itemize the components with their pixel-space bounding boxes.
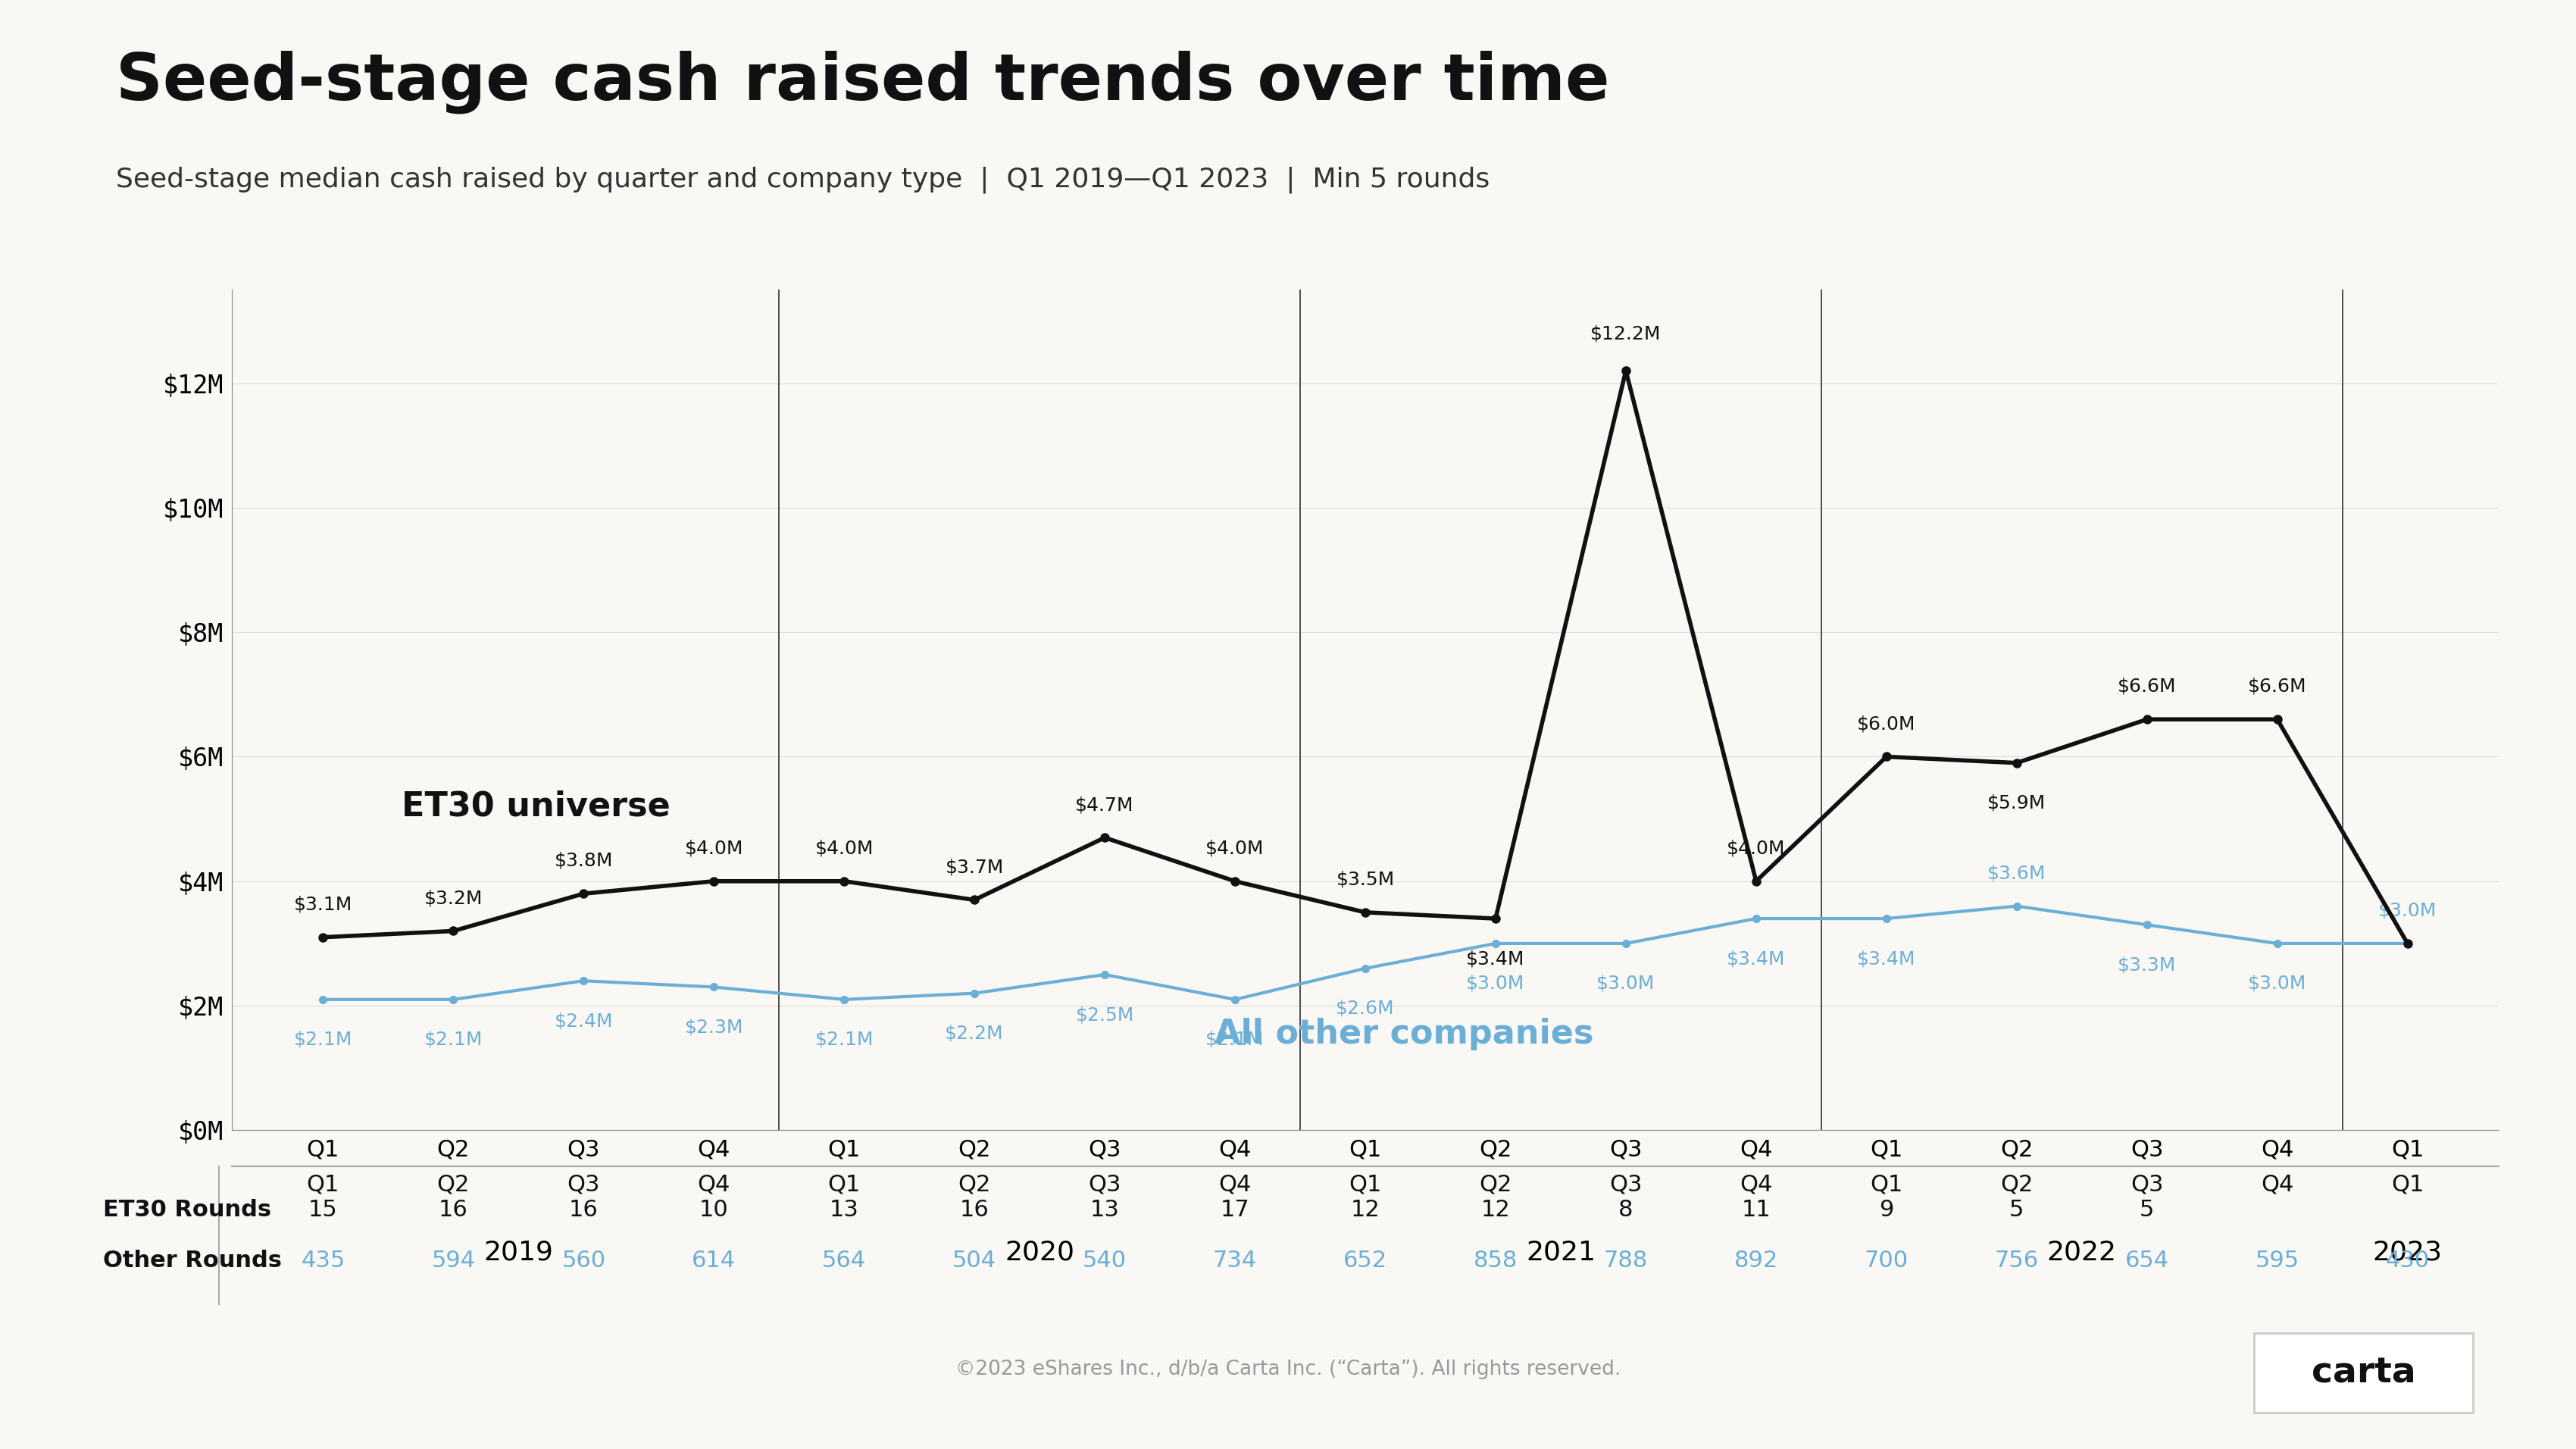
Text: $3.4M: $3.4M xyxy=(1466,949,1525,968)
Text: Q1: Q1 xyxy=(1870,1174,1904,1195)
Text: $3.3M: $3.3M xyxy=(2117,956,2177,974)
Text: 654: 654 xyxy=(2125,1249,2169,1272)
Text: 2021: 2021 xyxy=(1525,1239,1595,1265)
Text: 435: 435 xyxy=(301,1249,345,1272)
Text: $2.1M: $2.1M xyxy=(1206,1030,1265,1049)
Text: 13: 13 xyxy=(829,1198,858,1222)
Text: 2019: 2019 xyxy=(484,1239,554,1265)
Text: 734: 734 xyxy=(1213,1249,1257,1272)
Text: $6.0M: $6.0M xyxy=(1857,714,1917,733)
Text: $4.0M: $4.0M xyxy=(814,839,873,858)
Text: 16: 16 xyxy=(438,1198,469,1222)
Text: Q1: Q1 xyxy=(1350,1174,1381,1195)
Text: $2.2M: $2.2M xyxy=(945,1024,1005,1043)
Text: $3.0M: $3.0M xyxy=(2378,901,2437,920)
Text: 13: 13 xyxy=(1090,1198,1121,1222)
Text: $2.1M: $2.1M xyxy=(294,1030,353,1049)
Text: 595: 595 xyxy=(2254,1249,2300,1272)
Text: 700: 700 xyxy=(1865,1249,1909,1272)
Text: 15: 15 xyxy=(309,1198,337,1222)
Text: $3.8M: $3.8M xyxy=(554,852,613,869)
Text: $3.5M: $3.5M xyxy=(1337,871,1394,888)
Text: $2.3M: $2.3M xyxy=(685,1019,744,1036)
Text: 756: 756 xyxy=(1994,1249,2038,1272)
Text: Other Rounds: Other Rounds xyxy=(103,1249,281,1272)
Text: Q2: Q2 xyxy=(1479,1174,1512,1195)
Text: 540: 540 xyxy=(1082,1249,1126,1272)
Text: Q1: Q1 xyxy=(307,1174,340,1195)
Text: $4.0M: $4.0M xyxy=(1206,839,1265,858)
Text: Q4: Q4 xyxy=(1218,1174,1252,1195)
Text: Q4: Q4 xyxy=(1739,1174,1772,1195)
Text: $6.6M: $6.6M xyxy=(2249,678,2306,696)
Text: 430: 430 xyxy=(2385,1249,2429,1272)
Text: 788: 788 xyxy=(1605,1249,1649,1272)
Text: $3.2M: $3.2M xyxy=(425,890,482,907)
Text: $4.7M: $4.7M xyxy=(1074,796,1133,814)
Text: $3.0M: $3.0M xyxy=(1597,975,1656,993)
Text: ©2023 eShares Inc., d/b/a Carta Inc. (“Carta”). All rights reserved.: ©2023 eShares Inc., d/b/a Carta Inc. (“C… xyxy=(956,1359,1620,1379)
Text: 560: 560 xyxy=(562,1249,605,1272)
Text: $3.4M: $3.4M xyxy=(1726,949,1785,968)
Text: 16: 16 xyxy=(961,1198,989,1222)
Text: Q2: Q2 xyxy=(958,1174,992,1195)
Text: 8: 8 xyxy=(1618,1198,1633,1222)
Text: Q1: Q1 xyxy=(827,1174,860,1195)
Text: $2.1M: $2.1M xyxy=(425,1030,482,1049)
Text: Q4: Q4 xyxy=(698,1174,732,1195)
Text: 17: 17 xyxy=(1221,1198,1249,1222)
Text: 504: 504 xyxy=(953,1249,997,1272)
Text: Q3: Q3 xyxy=(567,1174,600,1195)
Text: $5.9M: $5.9M xyxy=(1989,794,2045,813)
Text: 594: 594 xyxy=(430,1249,477,1272)
Text: 892: 892 xyxy=(1734,1249,1777,1272)
Text: $2.4M: $2.4M xyxy=(554,1011,613,1030)
Text: Q2: Q2 xyxy=(438,1174,469,1195)
Text: $12.2M: $12.2M xyxy=(1589,325,1662,343)
Text: 858: 858 xyxy=(1473,1249,1517,1272)
Text: $3.0M: $3.0M xyxy=(2249,975,2306,993)
Text: Q2: Q2 xyxy=(1999,1174,2032,1195)
Text: Q3: Q3 xyxy=(1610,1174,1643,1195)
Text: 9: 9 xyxy=(1878,1198,1893,1222)
Text: All other companies: All other companies xyxy=(1216,1017,1595,1051)
Text: 2022: 2022 xyxy=(2048,1239,2117,1265)
Text: 614: 614 xyxy=(693,1249,737,1272)
Text: carta: carta xyxy=(2311,1356,2416,1390)
Text: 11: 11 xyxy=(1741,1198,1770,1222)
Text: 12: 12 xyxy=(1481,1198,1510,1222)
Text: $2.1M: $2.1M xyxy=(814,1030,873,1049)
Text: $2.5M: $2.5M xyxy=(1074,1006,1133,1024)
Text: $2.6M: $2.6M xyxy=(1337,1000,1394,1017)
Text: Q3: Q3 xyxy=(1087,1174,1121,1195)
Text: $3.4M: $3.4M xyxy=(1857,949,1917,968)
Text: Q3: Q3 xyxy=(2130,1174,2164,1195)
Text: 2020: 2020 xyxy=(1005,1239,1074,1265)
Text: $4.0M: $4.0M xyxy=(685,839,744,858)
Text: 12: 12 xyxy=(1350,1198,1381,1222)
Text: Q4: Q4 xyxy=(2262,1174,2293,1195)
Text: $6.6M: $6.6M xyxy=(2117,678,2177,696)
Text: $3.1M: $3.1M xyxy=(294,895,353,913)
Text: $4.0M: $4.0M xyxy=(1726,839,1785,858)
Text: Seed-stage median cash raised by quarter and company type  |  Q1 2019—Q1 2023  |: Seed-stage median cash raised by quarter… xyxy=(116,167,1489,194)
Text: ET30 Rounds: ET30 Rounds xyxy=(103,1198,270,1222)
Text: Q1: Q1 xyxy=(2391,1174,2424,1195)
Text: 5: 5 xyxy=(2141,1198,2154,1222)
Text: Seed-stage cash raised trends over time: Seed-stage cash raised trends over time xyxy=(116,51,1610,114)
Text: 16: 16 xyxy=(569,1198,598,1222)
Text: 652: 652 xyxy=(1342,1249,1388,1272)
Text: 2023: 2023 xyxy=(2372,1239,2442,1265)
Text: 564: 564 xyxy=(822,1249,866,1272)
Text: ET30 universe: ET30 universe xyxy=(402,790,670,823)
Text: $3.6M: $3.6M xyxy=(1986,864,2045,882)
Text: $3.7M: $3.7M xyxy=(945,858,1005,877)
Text: 5: 5 xyxy=(2009,1198,2025,1222)
Text: 10: 10 xyxy=(698,1198,729,1222)
Text: $3.0M: $3.0M xyxy=(1466,975,1525,993)
